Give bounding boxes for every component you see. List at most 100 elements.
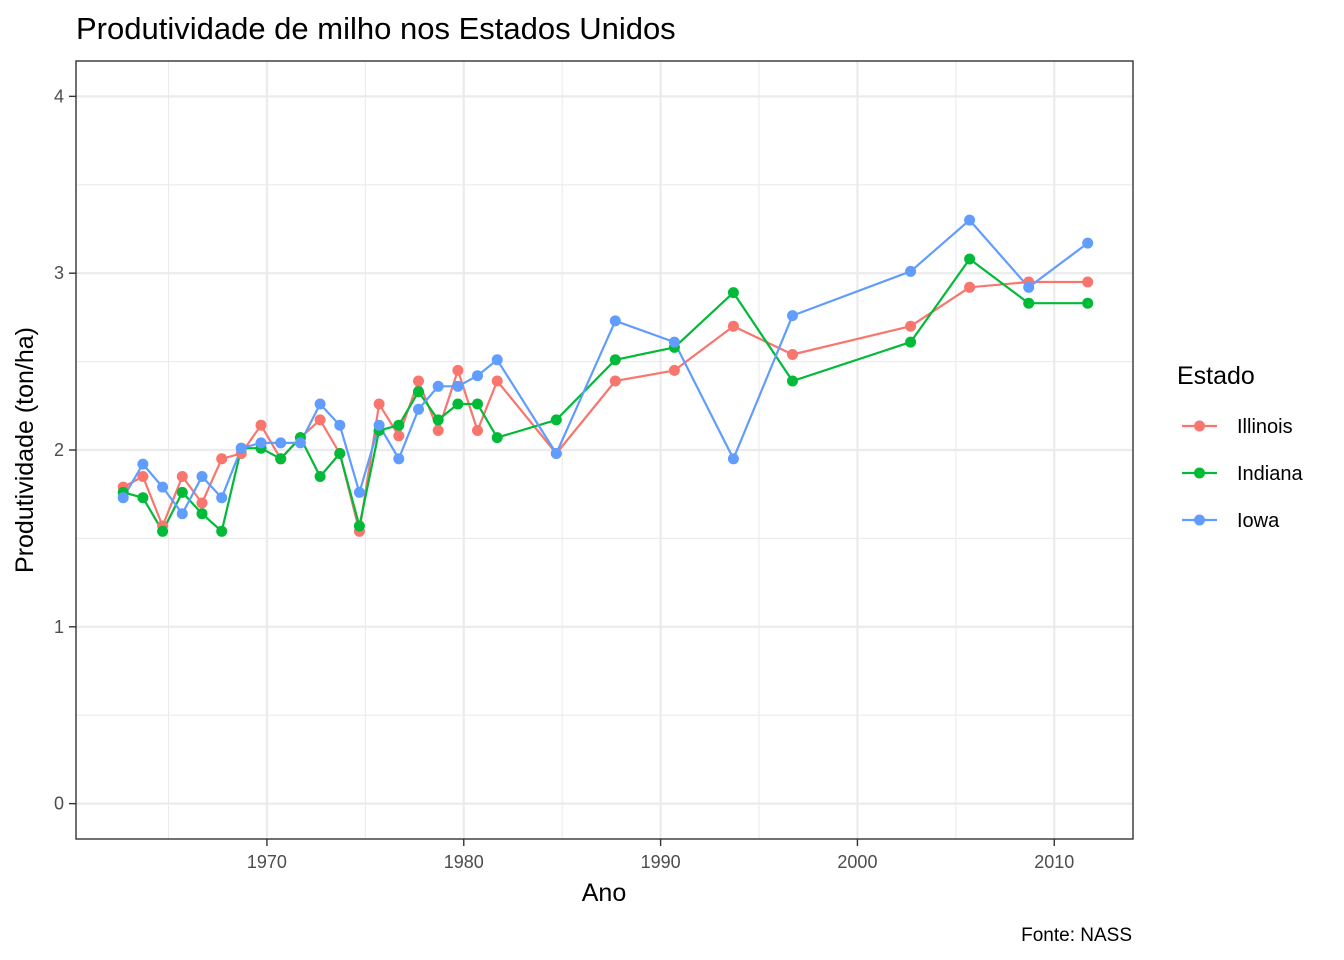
data-point-iowa [1082, 237, 1094, 249]
data-point-iowa [373, 419, 385, 431]
data-point-iowa [157, 481, 169, 493]
data-point-indiana [176, 486, 188, 498]
plot-panel [75, 60, 1134, 840]
data-point-indiana [393, 419, 405, 431]
legend-label-iowa: Iowa [1237, 510, 1280, 532]
data-point-iowa [787, 310, 798, 322]
data-point-iowa [216, 492, 228, 504]
data-point-illinois [432, 425, 444, 436]
data-point-indiana [353, 520, 365, 532]
x-tick-label: 1980 [444, 852, 484, 872]
data-point-indiana [1082, 297, 1094, 309]
data-point-iowa [196, 471, 208, 482]
caption: Fonte: NASS [1021, 925, 1132, 946]
x-tick-label: 1990 [641, 852, 681, 872]
data-point-iowa [314, 398, 326, 410]
data-point-indiana [314, 471, 326, 482]
x-tick-label: 2000 [837, 852, 877, 872]
chart-title: Produtividade de milho nos Estados Unido… [76, 11, 676, 46]
data-point-illinois [314, 414, 326, 426]
data-point-iowa [255, 437, 267, 449]
data-point-illinois [668, 364, 680, 376]
data-point-indiana [727, 287, 739, 299]
legend-label-illinois: Illinois [1237, 416, 1293, 438]
y-tick-label: 4 [54, 86, 64, 106]
y-tick-label: 3 [54, 263, 64, 283]
data-point-indiana [216, 525, 228, 537]
legend-title: Estado [1177, 362, 1255, 390]
data-point-illinois [393, 430, 405, 442]
data-point-iowa [491, 354, 503, 366]
data-point-indiana [491, 432, 503, 444]
x-axis: 1970 1980 1990 2000 2010 [247, 839, 1074, 872]
data-point-iowa [727, 453, 739, 465]
data-point-iowa [275, 437, 287, 449]
data-point-indiana [196, 508, 208, 520]
data-point-illinois [609, 375, 621, 387]
data-point-indiana [275, 453, 287, 465]
data-point-indiana [905, 336, 917, 348]
data-point-iowa [668, 336, 680, 348]
data-point-iowa [117, 492, 129, 504]
data-point-iowa [176, 508, 188, 520]
data-point-indiana [472, 398, 483, 410]
data-point-iowa [353, 486, 365, 498]
data-point-iowa [964, 214, 976, 226]
data-point-illinois [373, 398, 385, 410]
data-point-indiana [787, 375, 798, 387]
data-point-illinois [413, 375, 424, 387]
data-point-iowa [550, 448, 562, 459]
data-point-illinois [491, 375, 503, 387]
data-point-iowa [235, 442, 247, 454]
data-point-iowa [334, 419, 346, 431]
data-point-indiana [550, 414, 562, 426]
x-tick-label: 2010 [1034, 852, 1074, 872]
data-point-iowa [452, 380, 464, 392]
y-tick-label: 1 [54, 617, 64, 637]
data-point-iowa [393, 453, 405, 465]
data-point-indiana [137, 492, 149, 504]
data-point-illinois [255, 419, 267, 431]
data-point-illinois [472, 425, 483, 436]
data-point-illinois [1082, 276, 1094, 288]
y-tick-label: 2 [54, 440, 64, 460]
data-point-illinois [137, 471, 149, 482]
y-axis: 0 1 2 3 4 [54, 86, 76, 814]
legend-key-point-indiana [1194, 467, 1205, 479]
data-point-illinois [787, 349, 798, 360]
data-point-indiana [432, 414, 444, 426]
legend-items: Illinois Indiana Iowa [1182, 416, 1303, 532]
x-axis-title: Ano [582, 879, 626, 907]
data-point-iowa [432, 380, 444, 392]
data-point-illinois [216, 453, 228, 465]
major-gridlines [76, 61, 1133, 839]
data-point-indiana [334, 448, 346, 459]
legend-key-point-illinois [1194, 420, 1205, 432]
data-point-illinois [176, 471, 188, 482]
y-tick-label: 0 [54, 794, 64, 814]
data-point-illinois [905, 320, 917, 332]
data-point-indiana [413, 386, 424, 398]
data-point-illinois [452, 364, 464, 376]
legend-label-indiana: Indiana [1237, 463, 1303, 485]
legend: Estado Illinois Indiana Iowa [1177, 362, 1303, 532]
x-tick-label: 1970 [247, 852, 287, 872]
data-point-iowa [294, 437, 306, 449]
data-point-indiana [157, 525, 169, 537]
y-axis-title: Produtividade (ton/ha) [11, 327, 39, 573]
data-point-iowa [1023, 281, 1035, 293]
data-point-iowa [413, 403, 424, 415]
data-point-illinois [196, 497, 208, 509]
legend-key-point-iowa [1194, 514, 1205, 526]
data-point-illinois [964, 281, 976, 293]
data-point-indiana [964, 253, 976, 265]
data-point-indiana [609, 354, 621, 366]
data-point-iowa [609, 315, 621, 327]
series-points [117, 214, 1094, 537]
data-point-iowa [905, 265, 917, 277]
data-point-indiana [1023, 297, 1035, 309]
data-point-indiana [452, 398, 464, 410]
data-point-iowa [472, 370, 483, 382]
data-point-illinois [727, 320, 739, 332]
